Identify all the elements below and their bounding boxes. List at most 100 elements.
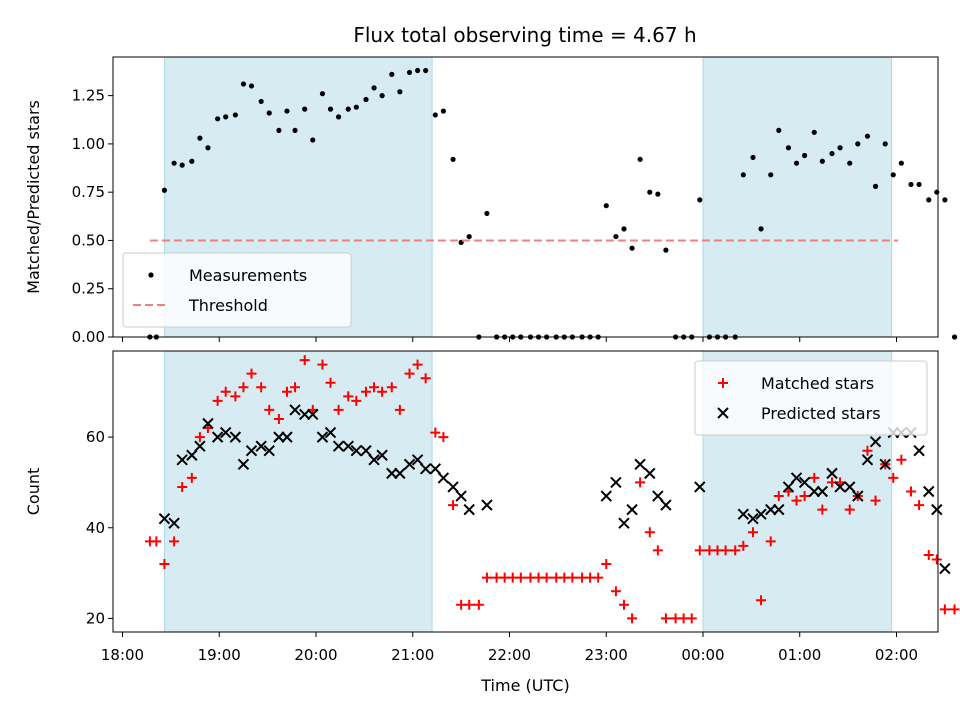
data-point — [325, 377, 336, 388]
data-point — [258, 98, 264, 105]
data-point — [869, 435, 882, 448]
data-point — [464, 599, 475, 610]
data-point — [248, 83, 255, 89]
data-point — [758, 226, 764, 232]
data-point — [368, 454, 380, 466]
data-point — [644, 527, 655, 538]
y-tick-label: 0.25 — [72, 280, 105, 298]
data-point — [238, 382, 249, 393]
data-point — [363, 96, 369, 103]
data-point — [782, 481, 795, 493]
data-point — [655, 191, 661, 197]
upper-panel: 0.00 0.25 0.50 0.75 1.00 1.25 Matched/Predicte… — [24, 56, 958, 346]
x-tick-label: 02:00 — [875, 646, 918, 664]
data-point — [169, 536, 180, 547]
data-point — [931, 554, 942, 565]
data-point — [768, 172, 774, 178]
data-point — [888, 472, 899, 483]
data-point — [637, 156, 643, 162]
data-point — [284, 108, 290, 114]
x-tick-label: 01:00 — [778, 646, 821, 664]
data-point — [481, 572, 492, 583]
data-point — [276, 127, 282, 133]
data-point — [292, 127, 298, 133]
x-tick-label: 20:00 — [294, 646, 337, 664]
series-measurements — [147, 67, 958, 340]
data-point — [290, 382, 301, 393]
data-point — [829, 150, 835, 157]
data-point — [264, 404, 275, 415]
data-point — [750, 154, 756, 161]
data-point — [447, 481, 459, 493]
x-tick-label: 21:00 — [391, 646, 434, 664]
data-point — [350, 445, 363, 457]
data-point — [939, 604, 950, 615]
data-point — [773, 491, 784, 502]
data-point — [660, 499, 672, 511]
data-point — [913, 445, 925, 457]
data-point — [473, 599, 484, 610]
data-point — [755, 508, 767, 520]
data-point — [934, 189, 940, 195]
data-point — [429, 463, 442, 475]
data-point — [844, 504, 855, 515]
data-point — [351, 395, 362, 406]
data-point — [610, 586, 621, 597]
chart-title: Flux total observing time = 4.67 h — [353, 23, 696, 47]
x-tick-label: 00:00 — [681, 646, 724, 664]
data-point — [798, 476, 811, 489]
data-point — [255, 440, 267, 452]
data-point — [437, 472, 450, 484]
data-point — [896, 454, 907, 465]
data-point — [397, 89, 403, 95]
data-point — [629, 245, 635, 251]
y-tick-label: 1.00 — [72, 135, 105, 153]
data-point — [601, 559, 612, 570]
data-point — [386, 382, 397, 393]
data-point — [791, 495, 802, 506]
data-point — [319, 91, 326, 97]
data-point — [740, 172, 746, 178]
data-point — [939, 562, 951, 575]
data-point — [626, 503, 638, 516]
data-point — [223, 114, 229, 120]
data-point — [455, 490, 467, 502]
observing-window-2 — [703, 57, 892, 337]
data-point — [215, 116, 221, 122]
data-point — [737, 508, 750, 520]
plot-frame — [112, 56, 939, 338]
data-point — [273, 413, 284, 424]
data-point — [923, 485, 935, 498]
data-point — [593, 572, 604, 583]
data-point — [647, 189, 653, 195]
data-point — [411, 454, 424, 466]
data-point — [171, 160, 177, 166]
data-point — [307, 408, 319, 421]
data-point — [660, 613, 671, 624]
data-point — [186, 472, 197, 483]
data-point — [230, 391, 241, 402]
data-point — [394, 467, 406, 480]
data-point — [211, 431, 224, 443]
data-point — [515, 572, 526, 583]
data-point — [412, 359, 423, 370]
data-point — [862, 445, 873, 456]
data-point — [379, 93, 385, 99]
legend-marker — [717, 407, 729, 419]
data-point — [773, 503, 785, 516]
data-point — [914, 500, 925, 511]
data-point — [817, 504, 828, 515]
legend-box — [694, 360, 928, 436]
data-point — [793, 160, 800, 166]
data-point — [819, 158, 825, 164]
data-point — [949, 604, 960, 615]
plot-frame — [112, 350, 939, 633]
data-point — [694, 545, 705, 556]
data-point — [466, 233, 472, 240]
data-point — [652, 490, 664, 502]
data-point — [809, 472, 820, 483]
data-point — [360, 386, 371, 397]
data-point — [327, 106, 334, 112]
y-tick-label: 20 — [86, 609, 105, 627]
x-axis-label: Time (UTC) — [480, 676, 569, 695]
